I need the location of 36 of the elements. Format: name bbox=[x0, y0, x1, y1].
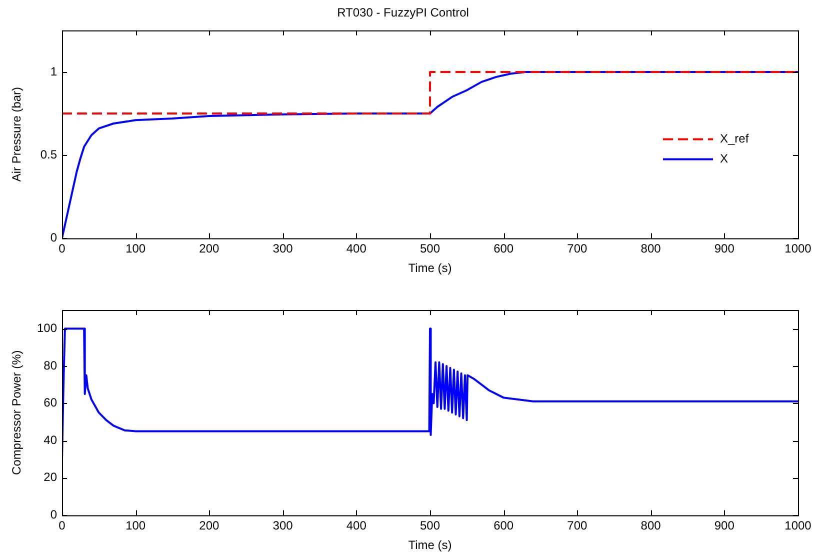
x-tick-label: 600 bbox=[494, 518, 514, 533]
x-tick-label: 700 bbox=[567, 518, 588, 533]
legend-label: X_ref bbox=[720, 132, 750, 146]
x-tick-label: 800 bbox=[640, 518, 662, 533]
y-tick-label: 40 bbox=[44, 432, 58, 447]
x-tick-label: 500 bbox=[420, 518, 440, 533]
x-tick-label: 800 bbox=[640, 242, 662, 256]
chart-title: RT030 - FuzzyPI Control bbox=[337, 6, 469, 20]
x-axis-title: Time (s) bbox=[408, 261, 452, 276]
x-tick-label: 500 bbox=[420, 242, 440, 256]
y-axis-title: Air Pressure (bar) bbox=[10, 86, 24, 182]
legend-label: X bbox=[720, 152, 728, 166]
x-tick-label: 300 bbox=[272, 242, 294, 256]
x-tick-label: 300 bbox=[272, 518, 294, 533]
y-tick-label: 60 bbox=[44, 396, 58, 410]
y-tick-label: 0.5 bbox=[40, 147, 58, 162]
y-tick-label: 0 bbox=[50, 230, 58, 245]
x-tick-label: 900 bbox=[714, 518, 735, 533]
x-tick-label: 100 bbox=[126, 242, 146, 256]
x-tick-label: 700 bbox=[567, 242, 588, 256]
y-tick-label: 100 bbox=[36, 320, 58, 335]
x-tick-label: 1000 bbox=[784, 242, 812, 256]
x-tick-label: 400 bbox=[346, 242, 367, 256]
y-tick-label: 0 bbox=[50, 508, 58, 522]
x-tick-label: 200 bbox=[199, 518, 220, 533]
x-tick-label: 1000 bbox=[784, 518, 812, 533]
y-tick-label: 80 bbox=[44, 358, 58, 372]
x-tick-label: 100 bbox=[126, 518, 146, 533]
x-tick-label: 400 bbox=[346, 518, 367, 533]
x-tick-label: 200 bbox=[199, 242, 220, 256]
y-tick-label: 20 bbox=[44, 470, 58, 484]
x-tick-label: 600 bbox=[494, 242, 514, 256]
y-tick-label: 1 bbox=[50, 64, 58, 78]
y-axis-title: Compressor Power (%) bbox=[10, 350, 24, 475]
x-axis-title: Time (s) bbox=[408, 538, 452, 552]
x-tick-label: 900 bbox=[714, 242, 735, 256]
